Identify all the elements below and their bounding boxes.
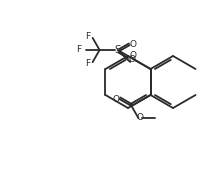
Text: F: F: [85, 32, 91, 41]
Text: O: O: [113, 96, 120, 104]
Text: O: O: [129, 55, 136, 65]
Text: O: O: [137, 113, 144, 122]
Text: F: F: [85, 59, 91, 68]
Text: O: O: [129, 40, 136, 49]
Text: S: S: [114, 45, 121, 55]
Text: O: O: [129, 51, 136, 60]
Text: F: F: [77, 46, 82, 54]
